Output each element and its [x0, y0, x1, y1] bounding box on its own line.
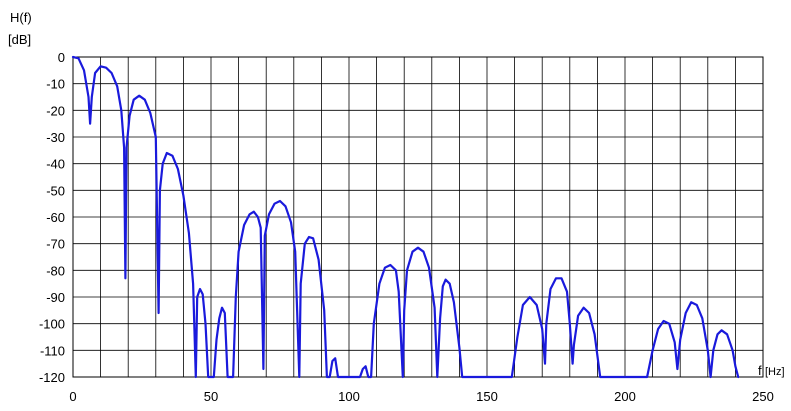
y-tick-label: -80 — [46, 263, 65, 278]
y-tick-label: -30 — [46, 130, 65, 145]
x-tick-label: 200 — [614, 389, 636, 404]
y-tick-label: -10 — [46, 77, 65, 92]
x-axis-label-name: f — [758, 363, 762, 378]
y-tick-label: 0 — [58, 50, 65, 65]
x-tick-label: 250 — [752, 389, 774, 404]
y-axis-label-name: H(f) — [10, 10, 32, 25]
x-tick-label: 0 — [69, 389, 76, 404]
y-tick-label: -120 — [39, 370, 65, 385]
y-tick-label: -60 — [46, 210, 65, 225]
y-tick-label: -100 — [39, 317, 65, 332]
x-tick-labels: 0 50 100 150 200 250 — [69, 389, 773, 404]
y-tick-label: -70 — [46, 237, 65, 252]
y-tick-label: -40 — [46, 157, 65, 172]
y-axis-label-unit: [dB] — [8, 32, 31, 47]
y-tick-label: -110 — [40, 343, 65, 358]
plot-frame — [72, 56, 764, 378]
y-tick-labels: 0 -10 -20 -30 -40 -50 -60 -70 -80 -90 -100 -110 -120 — [39, 50, 65, 385]
x-tick-label: 100 — [338, 389, 360, 404]
y-tick-label: -20 — [46, 103, 65, 118]
response-curve — [71, 55, 740, 379]
y-tick-label: -90 — [46, 290, 65, 305]
x-tick-label: 150 — [476, 389, 498, 404]
grid — [73, 57, 763, 377]
x-axis-label-unit: [Hz] — [765, 366, 785, 378]
x-tick-label: 50 — [204, 389, 218, 404]
y-tick-label: -50 — [46, 183, 65, 198]
